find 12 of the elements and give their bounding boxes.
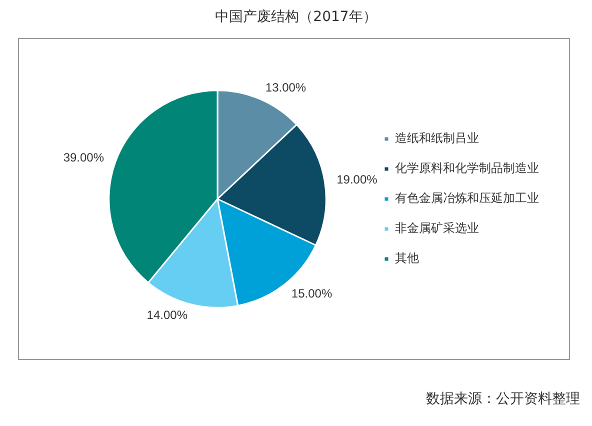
data-label: 39.00% <box>63 150 104 164</box>
legend-label: 非金属矿采选业 <box>395 221 479 236</box>
legend-label: 造纸和纸制吕业 <box>395 131 479 146</box>
data-label: 19.00% <box>336 172 378 186</box>
legend-label: 有色金属冶炼和压延加工业 <box>395 191 539 206</box>
chart-title: 中国产废结构（2017年） <box>214 8 378 26</box>
data-label: 13.00% <box>265 80 306 95</box>
legend-label: 其他 <box>395 251 419 266</box>
legend-label: 化学原料和化学制品制造业 <box>395 161 539 176</box>
source-note: 数据来源：公开资料整理 <box>425 390 580 408</box>
data-label: 15.00% <box>291 286 332 301</box>
data-label: 14.00% <box>146 308 188 322</box>
